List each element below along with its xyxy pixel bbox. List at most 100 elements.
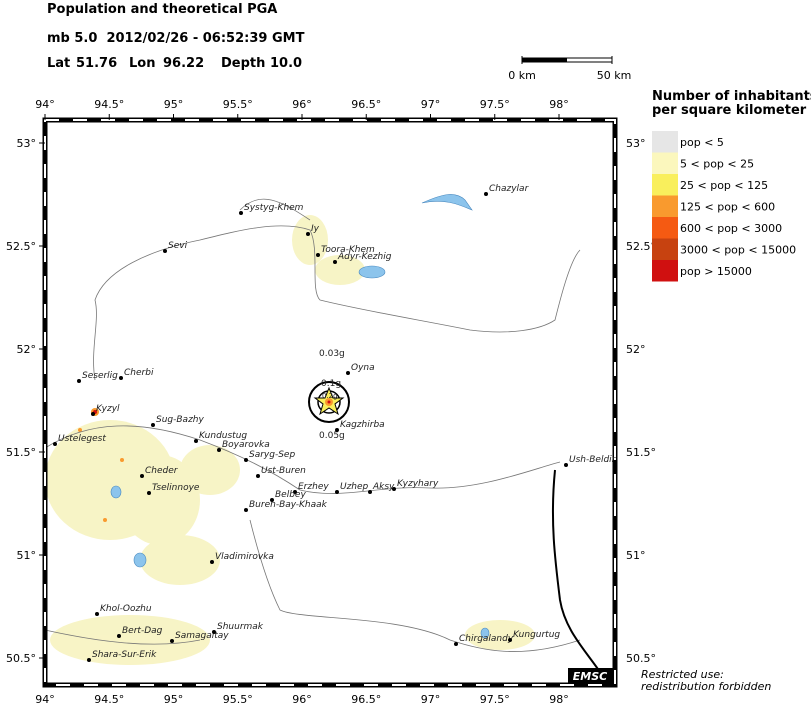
place-dot: [117, 634, 121, 638]
lon-tick-label: 97.5°: [480, 98, 510, 111]
lat-tick-label: 52.5°: [626, 240, 656, 253]
lon-tick-label: 94.5°: [94, 693, 124, 706]
lat-tick-label: 51°: [17, 549, 37, 562]
lon-tick-label: 97.5°: [480, 693, 510, 706]
legend-swatch: [652, 195, 678, 217]
place-dot: [368, 490, 372, 494]
place-dot: [147, 491, 151, 495]
depth-value: 10.0: [270, 56, 302, 71]
place-dot: [194, 439, 198, 443]
place-name: Samagaltay: [175, 631, 229, 641]
event-info: mb 5.0 2012/02/26 - 06:52:39 GMT: [47, 31, 305, 46]
legend: Number of inhabitants per square kilomet…: [652, 89, 811, 118]
place-dot: [564, 463, 568, 467]
lat-tick-label: 51.5°: [6, 446, 36, 459]
scale-end: 50 km: [597, 69, 632, 82]
lat-tick-label: 52°: [626, 343, 646, 356]
lon-tick-label: 95°: [164, 98, 184, 111]
lat-tick-label: 52°: [17, 343, 37, 356]
place-name: Kungurtug: [513, 630, 560, 640]
lon-tick-label: 95°: [164, 693, 184, 706]
place-dot: [210, 560, 214, 564]
legend-swatch: [652, 238, 678, 260]
place-dot: [256, 474, 260, 478]
legend-label: pop < 5: [680, 136, 724, 149]
place-name: Kyzyl: [96, 404, 120, 414]
place-dot: [53, 442, 57, 446]
map-area: 0.03g 0.1g 0.2g 0.05g: [42, 117, 618, 688]
lat-tick-label: 50.5°: [626, 652, 656, 665]
place-dot: [91, 412, 95, 416]
place-name: Iy: [311, 224, 320, 234]
place-dot: [484, 192, 488, 196]
place-dot: [508, 638, 512, 642]
place-name: Buren-Bay-Khaak: [249, 500, 328, 510]
place-dot: [454, 642, 458, 646]
place-name: Ust-Buren: [261, 466, 306, 476]
place-dot: [392, 487, 396, 491]
place-name: Systyg-Khem: [244, 203, 304, 213]
place-dot: [346, 371, 350, 375]
legend-swatch: [652, 217, 678, 239]
legend-label: 125 < pop < 600: [680, 201, 775, 214]
place-name: Chazylar: [489, 184, 530, 194]
pga-label: 0.2g: [322, 392, 338, 400]
legend-title: Number of inhabitants: [652, 89, 811, 104]
lon-tick-label: 94°: [35, 98, 55, 111]
place-dot: [140, 474, 144, 478]
place-dot: [244, 508, 248, 512]
place-dot: [333, 260, 337, 264]
place-dot: [293, 490, 297, 494]
place-name: Shuurmak: [217, 622, 264, 632]
lat-tick-label: 52.5°: [6, 240, 36, 253]
place-dot: [239, 211, 243, 215]
place-name: Chirgalandy: [459, 634, 514, 644]
place-name: Seserlig: [82, 371, 118, 381]
place-name: Boyarovka: [222, 440, 270, 450]
lat-label: Lat: [47, 56, 70, 71]
place-dot: [335, 428, 339, 432]
place-name: Erzhey: [298, 482, 329, 492]
legend-swatch: [652, 152, 678, 174]
place-name: Sug-Bazhy: [156, 415, 204, 425]
lon-tick-label: 98°: [549, 693, 569, 706]
title: Population and theoretical PGA: [47, 2, 277, 17]
place-dot: [119, 376, 123, 380]
epicenter: [308, 381, 350, 423]
pga-label: 0.03g: [319, 349, 345, 359]
lon-tick-label: 96°: [292, 693, 312, 706]
place-name: Ush-Beldir: [569, 455, 617, 465]
lon-tick-label: 94°: [35, 693, 55, 706]
place-name: Kundustug: [199, 431, 247, 441]
place-name: Bert-Dag: [122, 626, 163, 636]
logo: EMSC: [573, 670, 607, 683]
lon-tick-label: 97°: [421, 693, 441, 706]
place-name: Saryg-Sep: [249, 450, 295, 460]
place-dot: [163, 249, 167, 253]
place-dot: [87, 658, 91, 662]
pga-label: 0.1g: [321, 379, 341, 389]
lat-value: 51.76: [76, 56, 117, 71]
place-name: Shara-Sur-Erik: [92, 650, 157, 660]
place-name: Ustelegest: [58, 434, 106, 444]
scale-start: 0 km: [508, 69, 536, 82]
lat-tick-label: 53°: [626, 137, 646, 150]
place-dot: [217, 448, 221, 452]
lon-tick-label: 98°: [549, 98, 569, 111]
legend-title: per square kilometer: [652, 103, 807, 118]
lat-tick-label: 53°: [17, 137, 37, 150]
place-dot: [151, 423, 155, 427]
place-name: Belbey: [275, 490, 306, 500]
legend-swatch: [652, 260, 678, 282]
lon-label: Lon: [129, 56, 155, 71]
lon-value: 96.22: [163, 56, 204, 71]
lon-tick-label: 95.5°: [223, 98, 253, 111]
place-dot: [316, 253, 320, 257]
place-dot: [170, 639, 174, 643]
place-name: Adyr-Kezhig: [337, 252, 392, 262]
lon-tick-label: 96.5°: [351, 98, 381, 111]
lon-tick-label: 94.5°: [94, 98, 124, 111]
place-dot: [77, 379, 81, 383]
place-dot: [244, 458, 248, 462]
place-name: Vladimirovka: [215, 552, 274, 562]
